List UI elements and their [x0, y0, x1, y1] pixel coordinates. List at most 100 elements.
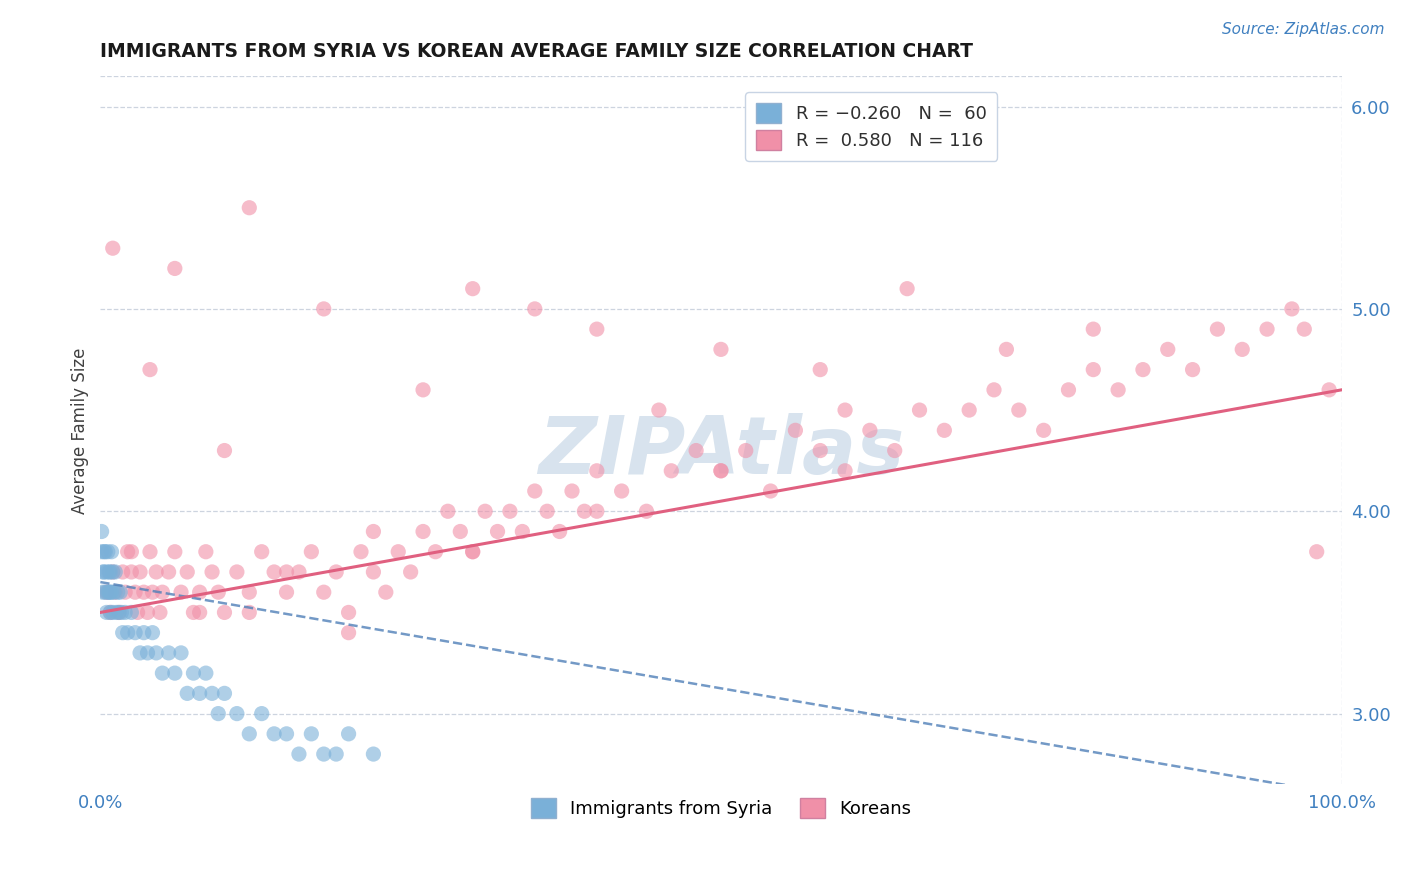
Point [437, 504, 460, 518]
Point [139, 362, 162, 376]
Point [90, 524, 112, 539]
Point [312, 585, 335, 599]
Point [93, 565, 115, 579]
Point [100, 545, 122, 559]
Point [834, 403, 856, 417]
Point [139, 545, 162, 559]
Point [263, 565, 285, 579]
Point [995, 343, 1018, 357]
Legend: Immigrants from Syria, Koreans: Immigrants from Syria, Koreans [523, 790, 918, 825]
Text: ZIPAtlas: ZIPAtlas [538, 413, 904, 491]
Point [1281, 301, 1303, 316]
Point [276, 565, 298, 579]
Point [363, 747, 385, 761]
Point [1317, 383, 1340, 397]
Point [785, 423, 807, 437]
Point [188, 686, 211, 700]
Point [299, 545, 322, 559]
Point [474, 504, 496, 518]
Point [312, 747, 335, 761]
Point [145, 646, 167, 660]
Point [183, 606, 205, 620]
Point [129, 565, 152, 579]
Point [1008, 403, 1031, 417]
Point [201, 686, 224, 700]
Point [238, 585, 260, 599]
Point [1294, 322, 1316, 336]
Point [1181, 362, 1204, 376]
Point [93, 545, 115, 559]
Point [363, 524, 385, 539]
Point [499, 504, 522, 518]
Point [105, 606, 128, 620]
Point [449, 524, 471, 539]
Point [104, 585, 127, 599]
Point [934, 423, 956, 437]
Point [98, 585, 121, 599]
Point [648, 403, 671, 417]
Point [263, 727, 285, 741]
Point [152, 666, 174, 681]
Point [759, 483, 782, 498]
Point [325, 565, 347, 579]
Point [585, 464, 607, 478]
Point [108, 585, 131, 599]
Point [124, 625, 146, 640]
Point [207, 706, 229, 721]
Point [127, 606, 149, 620]
Point [288, 747, 311, 761]
Point [896, 282, 918, 296]
Y-axis label: Average Family Size: Average Family Size [72, 347, 89, 514]
Point [734, 443, 756, 458]
Point [120, 565, 142, 579]
Point [117, 625, 139, 640]
Point [636, 504, 658, 518]
Point [574, 504, 596, 518]
Point [710, 464, 733, 478]
Point [170, 646, 193, 660]
Point [214, 686, 236, 700]
Point [101, 565, 124, 579]
Point [250, 706, 273, 721]
Point [1256, 322, 1278, 336]
Point [104, 565, 127, 579]
Point [103, 585, 125, 599]
Point [94, 585, 117, 599]
Point [163, 666, 186, 681]
Point [98, 606, 121, 620]
Point [1032, 423, 1054, 437]
Point [685, 443, 707, 458]
Point [117, 545, 139, 559]
Point [98, 585, 121, 599]
Point [194, 545, 217, 559]
Point [276, 727, 298, 741]
Point [94, 545, 117, 559]
Point [194, 666, 217, 681]
Point [132, 585, 155, 599]
Point [238, 727, 260, 741]
Point [141, 625, 163, 640]
Point [299, 727, 322, 741]
Point [548, 524, 571, 539]
Point [111, 625, 134, 640]
Point [1232, 343, 1254, 357]
Point [363, 565, 385, 579]
Point [149, 606, 172, 620]
Point [114, 585, 136, 599]
Point [659, 464, 682, 478]
Point [412, 524, 434, 539]
Point [145, 565, 167, 579]
Point [883, 443, 905, 458]
Point [461, 545, 484, 559]
Point [276, 585, 298, 599]
Point [536, 504, 558, 518]
Point [425, 545, 447, 559]
Point [152, 585, 174, 599]
Point [512, 524, 534, 539]
Point [157, 646, 180, 660]
Point [337, 727, 360, 741]
Point [561, 483, 583, 498]
Point [108, 606, 131, 620]
Point [610, 483, 633, 498]
Point [908, 403, 931, 417]
